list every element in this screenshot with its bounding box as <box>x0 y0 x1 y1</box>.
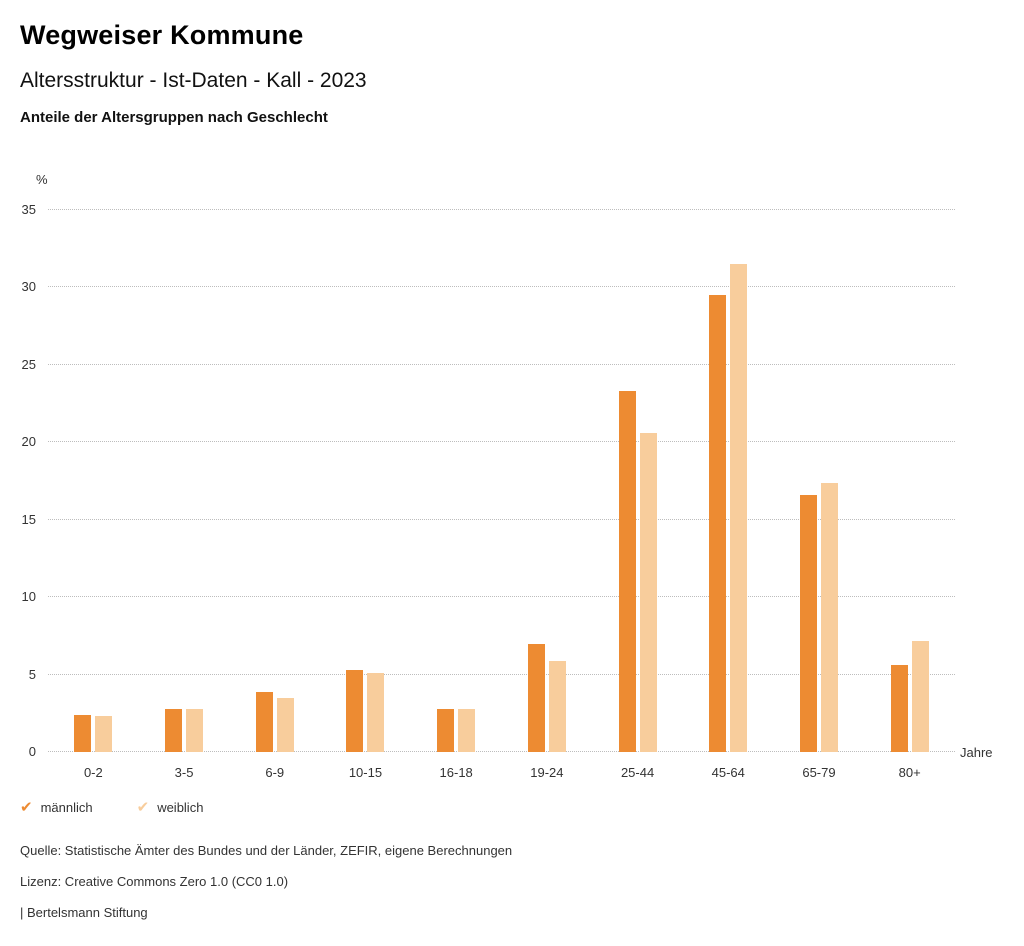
y-tick-label: 5 <box>28 666 36 682</box>
x-axis-unit-label: Jahre <box>960 745 993 760</box>
bar-group-19-24: 19-24 <box>502 210 593 780</box>
gridline <box>48 596 955 598</box>
x-tick-label: 6-9 <box>265 765 285 780</box>
gridline <box>48 518 955 520</box>
bar-weiblich-6-9[interactable] <box>276 697 294 752</box>
bar-group-10-15: 10-15 <box>320 210 411 780</box>
bar-weiblich-65-79[interactable] <box>820 482 838 752</box>
y-tick-label: 10 <box>21 589 36 605</box>
bar-pair <box>890 640 929 752</box>
bar-weiblich-25-44[interactable] <box>639 433 657 752</box>
footer: Quelle: Statistische Ämter des Bundes un… <box>20 844 512 937</box>
y-axis-unit-label: % <box>36 172 48 187</box>
header: Wegweiser Kommune Altersstruktur - Ist-D… <box>20 20 367 126</box>
x-tick-label: 3-5 <box>174 765 194 780</box>
x-tick-label: 65-79 <box>802 765 836 780</box>
bar-männlich-0-2[interactable] <box>74 714 92 752</box>
bar-männlich-80+[interactable] <box>890 665 908 752</box>
bar-weiblich-80+[interactable] <box>911 640 929 752</box>
bar-pair <box>74 714 113 752</box>
legend-label: weiblich <box>157 800 204 815</box>
bar-pair <box>346 669 385 752</box>
y-tick-label: 0 <box>28 744 36 759</box>
y-tick-label: 30 <box>21 279 36 295</box>
bar-chart-plot-area: 0 5 10 15 20 25 30 35 0-2 3-5 6-9 10-15 16-18 19-24 25… <box>22 202 955 780</box>
bar-weiblich-19-24[interactable] <box>548 660 566 752</box>
y-tick-label: 20 <box>21 434 36 450</box>
chart-subtitle: Anteile der Altersgruppen nach Geschlech… <box>20 109 328 126</box>
x-tick-label: 45-64 <box>711 765 745 780</box>
gridline <box>48 286 955 288</box>
x-tick-label: 19-24 <box>530 765 564 780</box>
bar-männlich-16-18[interactable] <box>437 708 455 752</box>
legend-item-männlich[interactable]: ✔ männlich <box>20 800 93 815</box>
bar-group-45-64: 45-64 <box>683 210 774 780</box>
gridline <box>48 441 955 443</box>
bar-männlich-6-9[interactable] <box>255 691 273 752</box>
gridline <box>48 673 955 675</box>
check-icon: ✔ <box>20 799 33 816</box>
bar-group-16-18: 16-18 <box>411 210 502 780</box>
bar-pair <box>165 708 204 752</box>
license-text: Lizenz: Creative Commons Zero 1.0 (CC0 1… <box>20 874 289 889</box>
bar-weiblich-10-15[interactable] <box>367 673 385 752</box>
bar-pair <box>618 391 657 752</box>
bar-pair <box>437 708 476 752</box>
legend-label: männlich <box>40 800 93 815</box>
bar-pair <box>527 643 566 752</box>
bar-pair <box>799 482 838 752</box>
page-title: Wegweiser Kommune <box>20 20 304 50</box>
bar-weiblich-3-5[interactable] <box>186 708 204 752</box>
bar-männlich-25-44[interactable] <box>618 391 636 752</box>
legend-item-weiblich[interactable]: ✔ weiblich <box>137 800 204 815</box>
bar-männlich-65-79[interactable] <box>799 494 817 752</box>
bar-männlich-10-15[interactable] <box>346 669 364 752</box>
y-tick-label: 15 <box>21 511 36 527</box>
x-tick-label: 0-2 <box>83 765 103 780</box>
bar-männlich-45-64[interactable] <box>709 295 727 752</box>
bar-männlich-19-24[interactable] <box>527 643 545 752</box>
check-icon: ✔ <box>136 799 150 816</box>
bar-pair <box>709 264 748 752</box>
bar-groups: 0-2 3-5 6-9 10-15 16-18 19-24 25-44 45-64 65-79 8… <box>48 210 955 780</box>
source-text: Quelle: Statistische Ämter des Bundes un… <box>20 843 513 858</box>
bar-group-80+: 80+ <box>864 210 955 780</box>
chart-legend: ✔ männlich ✔ weiblich <box>20 800 203 815</box>
x-tick-label: 25-44 <box>620 765 655 780</box>
bar-weiblich-0-2[interactable] <box>95 716 113 752</box>
attribution-text: | Bertelsmann Stiftung <box>20 905 148 920</box>
x-tick-label: 80+ <box>898 765 921 780</box>
gridline <box>48 363 955 365</box>
chart-title: Altersstruktur - Ist-Daten - Kall - 2023 <box>20 69 367 92</box>
y-tick-label: 35 <box>21 202 36 217</box>
gridline <box>48 751 955 752</box>
bar-männlich-3-5[interactable] <box>165 708 183 752</box>
bar-weiblich-16-18[interactable] <box>458 708 476 752</box>
bar-group-6-9: 6-9 <box>229 210 320 780</box>
x-tick-label: 10-15 <box>348 765 383 780</box>
bar-pair <box>255 691 294 752</box>
bar-group-3-5: 3-5 <box>139 210 230 780</box>
bar-group-0-2: 0-2 <box>48 210 139 780</box>
bar-group-25-44: 25-44 <box>592 210 683 780</box>
bar-group-65-79: 65-79 <box>774 210 865 780</box>
gridline <box>48 209 955 210</box>
y-tick-label: 25 <box>21 356 36 372</box>
x-tick-label: 16-18 <box>439 765 473 780</box>
bar-weiblich-45-64[interactable] <box>730 264 748 752</box>
